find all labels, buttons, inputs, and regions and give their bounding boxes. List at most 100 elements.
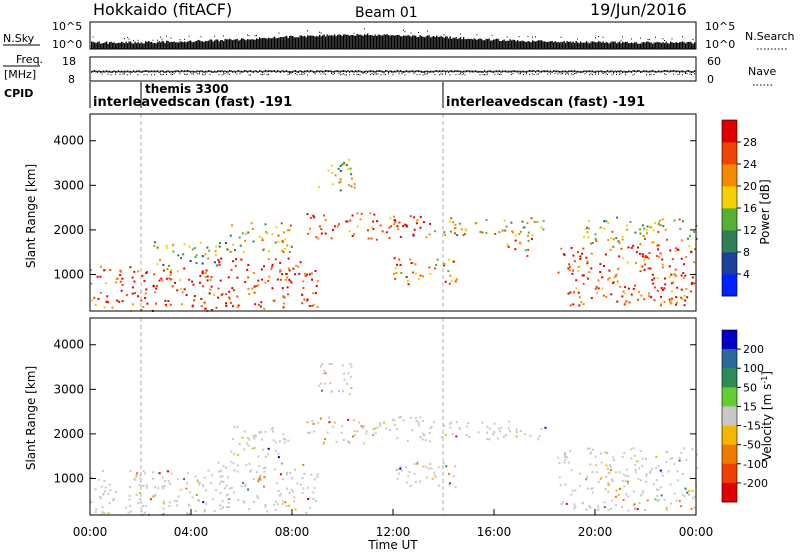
velocity-echo-cell [233,469,236,472]
velocity-echo-cell [227,498,230,501]
freq-trace-point [421,71,423,73]
power-echo-cell [526,222,529,225]
nsky-trace-bar [95,42,97,49]
velocity-echo-cell [564,459,567,461]
velocity-echo-cell [306,421,309,424]
power-echo-cell [395,271,398,274]
velocity-echo-cell [129,510,132,513]
velocity-echo-cell [286,487,289,490]
power-echo-cell [339,165,342,167]
power-echo-cell [99,275,102,278]
power-echo-cell [215,306,218,309]
nave-trace-point [398,73,400,75]
nsky-trace-bar [412,35,414,49]
power-echo-cell [215,264,218,267]
nsky-trace-bar [334,34,336,49]
freq-trace-point [152,70,154,73]
nsky-trace-bar [269,38,271,49]
power-echo-cell [682,272,685,275]
power-echo-cell [239,244,242,247]
power-echo-cell [594,233,597,236]
power-colorbar-swatch [722,120,737,143]
freq-trace-point [668,70,670,73]
velocity-colorbar-swatch [722,425,737,446]
velocity-echo-cell [340,431,343,434]
nsky-trace-bar [344,34,346,49]
power-echo-cell [504,229,507,232]
velocity-echo-cell [188,513,191,515]
freq-trace-point [557,70,559,73]
velocity-echo-cell [488,438,491,441]
power-echo-cell [577,251,579,254]
power-echo-cell [260,268,263,271]
freq-tick-bottom: 8 [68,73,75,86]
freq-trace-point [239,70,241,73]
freq-trace-point [673,70,675,72]
velocity-echo-cell [326,431,329,434]
velocity-echo-cell [651,467,653,470]
freq-trace-point [443,70,445,72]
power-echo-cell [279,261,282,264]
power-echo-cell [131,303,134,306]
velocity-echo-cell [228,487,231,490]
power-echo-cell [676,301,679,304]
nsky-trace-bar [94,42,96,49]
freq-trace-point [257,71,259,73]
velocity-echo-cell [692,497,695,500]
velocity-echo-cell [323,369,326,372]
freq-trace-point [685,71,687,73]
nsky-trace-bar [128,41,130,49]
power-echo-cell [306,213,309,216]
freq-trace-point [190,71,192,73]
velocity-colorbar-unit-sup: -1 [760,376,769,384]
velocity-echo-cell [398,416,401,419]
power-echo-cell [592,242,594,244]
velocity-echo-cell [376,426,379,429]
velocity-echo-cell [139,477,142,480]
velocity-echo-cell [665,508,668,511]
power-echo-cell [404,223,407,226]
nave-trace-point [425,73,427,75]
power-echo-cell [259,305,262,308]
power-echo-cell [339,180,342,183]
freq-trace-point [463,70,465,73]
freq-trace-point [364,71,366,73]
nsky-trace-bar [127,43,129,49]
power-echo-cell [169,273,172,276]
power-echo-cell [658,219,661,222]
nsky-trace-bar [143,43,145,49]
nsky-trace-bar [199,40,201,49]
power-echo-cell [133,292,136,294]
nsky-trace-bar [547,42,549,49]
velocity-echo-cell [408,471,411,474]
nsky-trace-bar [205,41,207,49]
freq-trace-point [659,70,661,73]
power-echo-cell [458,222,461,225]
nsky-trace-bar [371,35,373,49]
freq-trace-point [622,71,624,73]
velocity-echo-cell [242,481,244,484]
velocity-echo-cell [486,431,488,434]
freq-trace-point [124,70,126,73]
power-echo-cell [265,231,268,234]
velocity-echo-cell [591,491,594,494]
velocity-echo-cell [204,509,206,512]
velocity-echo-cell [667,470,670,473]
nsearch-trace-point [443,34,445,36]
freq-trace-point [211,70,213,73]
velocity-echo-cell [385,427,388,430]
velocity-x-tick-label: 08:00 [275,525,310,539]
nave-trace-point [442,73,443,75]
nsky-trace-bar [577,42,579,49]
nsky-trace-bar [587,42,589,49]
nave-trace-point [520,73,521,75]
velocity-echo-cell [183,478,186,481]
power-echo-cell [669,301,672,303]
nsky-trace-bar [167,41,169,49]
nsky-trace-bar [226,39,228,49]
nave-trace-point [485,74,487,76]
velocity-echo-cell [455,435,458,438]
power-echo-cell [94,304,97,306]
power-echo-cell [106,295,109,298]
velocity-echo-cell [458,427,461,430]
